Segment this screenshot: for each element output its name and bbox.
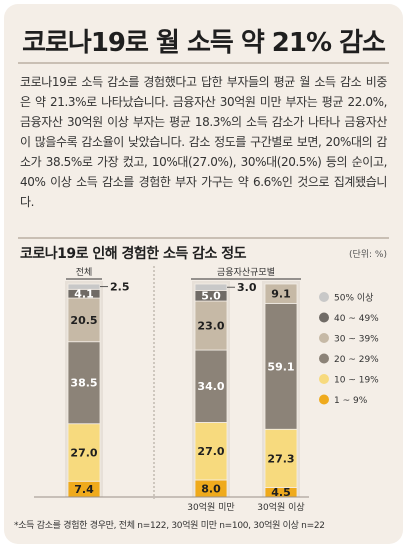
legend-label: 30 ~ 39% [334, 335, 379, 345]
data-label: 2.5 [110, 281, 130, 294]
bar-segment [194, 300, 228, 351]
legend-label: 50% 이상 [334, 293, 373, 304]
chart-title: 코로나19로 인해 경험한 소득 감소 정도 [20, 246, 247, 262]
legend-swatch [319, 312, 329, 323]
data-label: 59.1 [267, 360, 294, 373]
legend-swatch [319, 374, 329, 384]
bar-segment [264, 428, 298, 488]
legend-label: 10 ~ 19% [334, 376, 379, 386]
bar-segment [67, 423, 101, 482]
data-label: 23.0 [197, 320, 224, 333]
data-label: 3.0 [237, 281, 257, 294]
title-divider [18, 62, 389, 64]
bar-segment [264, 283, 298, 304]
data-label: 34.0 [197, 380, 224, 393]
legend-label: 1 ~ 9% [334, 396, 368, 406]
data-label: 5.0 [201, 290, 221, 303]
data-label: 9.1 [271, 288, 291, 301]
chart-unit: (단위: %) [348, 250, 387, 260]
category-label: 30억원 이상 [257, 501, 304, 513]
legend-label: 40 ~ 49% [334, 314, 379, 324]
legend-label: 20 ~ 29% [334, 355, 379, 365]
bar-segment [67, 283, 101, 290]
data-label: 27.0 [197, 445, 224, 458]
bar-segment [264, 302, 298, 430]
bar-segment [67, 341, 101, 425]
group-label-asset: 금융자산규모별 [217, 267, 275, 278]
category-label: 30억원 미만 [187, 501, 234, 513]
bar-segment [194, 422, 228, 481]
bar-segment [194, 349, 228, 423]
data-label: 8.0 [201, 482, 221, 495]
footnote: *소득 감소를 경험한 경우만, 전체 n=122, 30억원 미만 n=100… [14, 521, 325, 531]
body-paragraph: 코로나19로 소득 감소를 경험했다고 답한 부자들의 평균 월 소득 감소 비… [20, 75, 387, 209]
bar-segment [67, 297, 101, 343]
data-label: 4.5 [271, 486, 291, 499]
legend-swatch [319, 333, 329, 343]
legend-swatch [319, 292, 329, 302]
legend-swatch [319, 394, 329, 405]
page-title: 코로나19로 월 소득 약 21% 감소 [22, 28, 386, 58]
card: 코로나19로 월 소득 약 21% 감소 코로나19로 소득 감소를 경험했다고… [4, 4, 403, 544]
data-label: 20.5 [70, 314, 97, 327]
data-label: 27.0 [70, 446, 97, 459]
data-label: 38.5 [70, 377, 97, 390]
legend-swatch [319, 353, 329, 364]
chart-divider [18, 237, 389, 239]
chart-svg: 전체 금융자산규모별 7.4 27.0 38.5 20.5 4.1 2.5 8.0 27.0 34.… [34, 266, 379, 513]
data-label: 27.3 [267, 452, 294, 465]
data-label: 7.4 [74, 483, 94, 496]
bar-segment [194, 283, 228, 291]
group-label-total: 전체 [76, 267, 93, 278]
data-label: 4.1 [74, 288, 94, 301]
